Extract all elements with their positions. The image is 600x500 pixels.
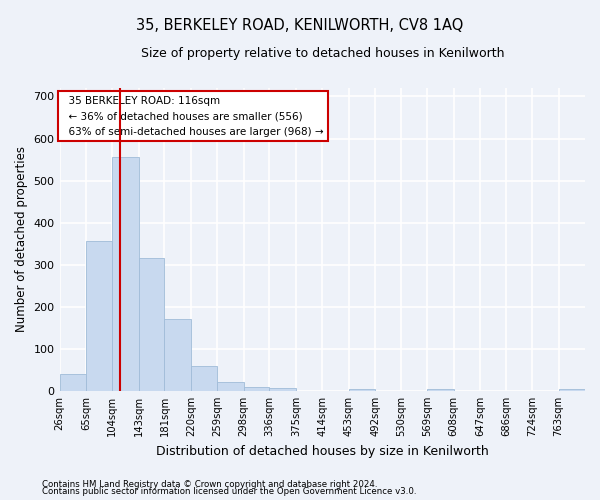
Text: 35, BERKELEY ROAD, KENILWORTH, CV8 1AQ: 35, BERKELEY ROAD, KENILWORTH, CV8 1AQ — [136, 18, 464, 32]
Bar — [427, 389, 454, 391]
Text: 35 BERKELEY ROAD: 116sqm
  ← 36% of detached houses are smaller (556)
  63% of s: 35 BERKELEY ROAD: 116sqm ← 36% of detach… — [62, 96, 324, 137]
X-axis label: Distribution of detached houses by size in Kenilworth: Distribution of detached houses by size … — [156, 444, 488, 458]
Bar — [191, 366, 217, 391]
Bar — [164, 320, 191, 391]
Text: Contains public sector information licensed under the Open Government Licence v3: Contains public sector information licen… — [42, 487, 416, 496]
Bar — [59, 374, 86, 391]
Bar — [349, 389, 375, 391]
Bar — [112, 157, 139, 391]
Bar — [269, 388, 296, 391]
Bar — [86, 241, 112, 391]
Bar — [217, 382, 244, 391]
Bar — [139, 258, 164, 391]
Bar — [559, 389, 585, 391]
Y-axis label: Number of detached properties: Number of detached properties — [15, 146, 28, 332]
Text: Contains HM Land Registry data © Crown copyright and database right 2024.: Contains HM Land Registry data © Crown c… — [42, 480, 377, 489]
Title: Size of property relative to detached houses in Kenilworth: Size of property relative to detached ho… — [140, 48, 504, 60]
Bar — [244, 386, 269, 391]
